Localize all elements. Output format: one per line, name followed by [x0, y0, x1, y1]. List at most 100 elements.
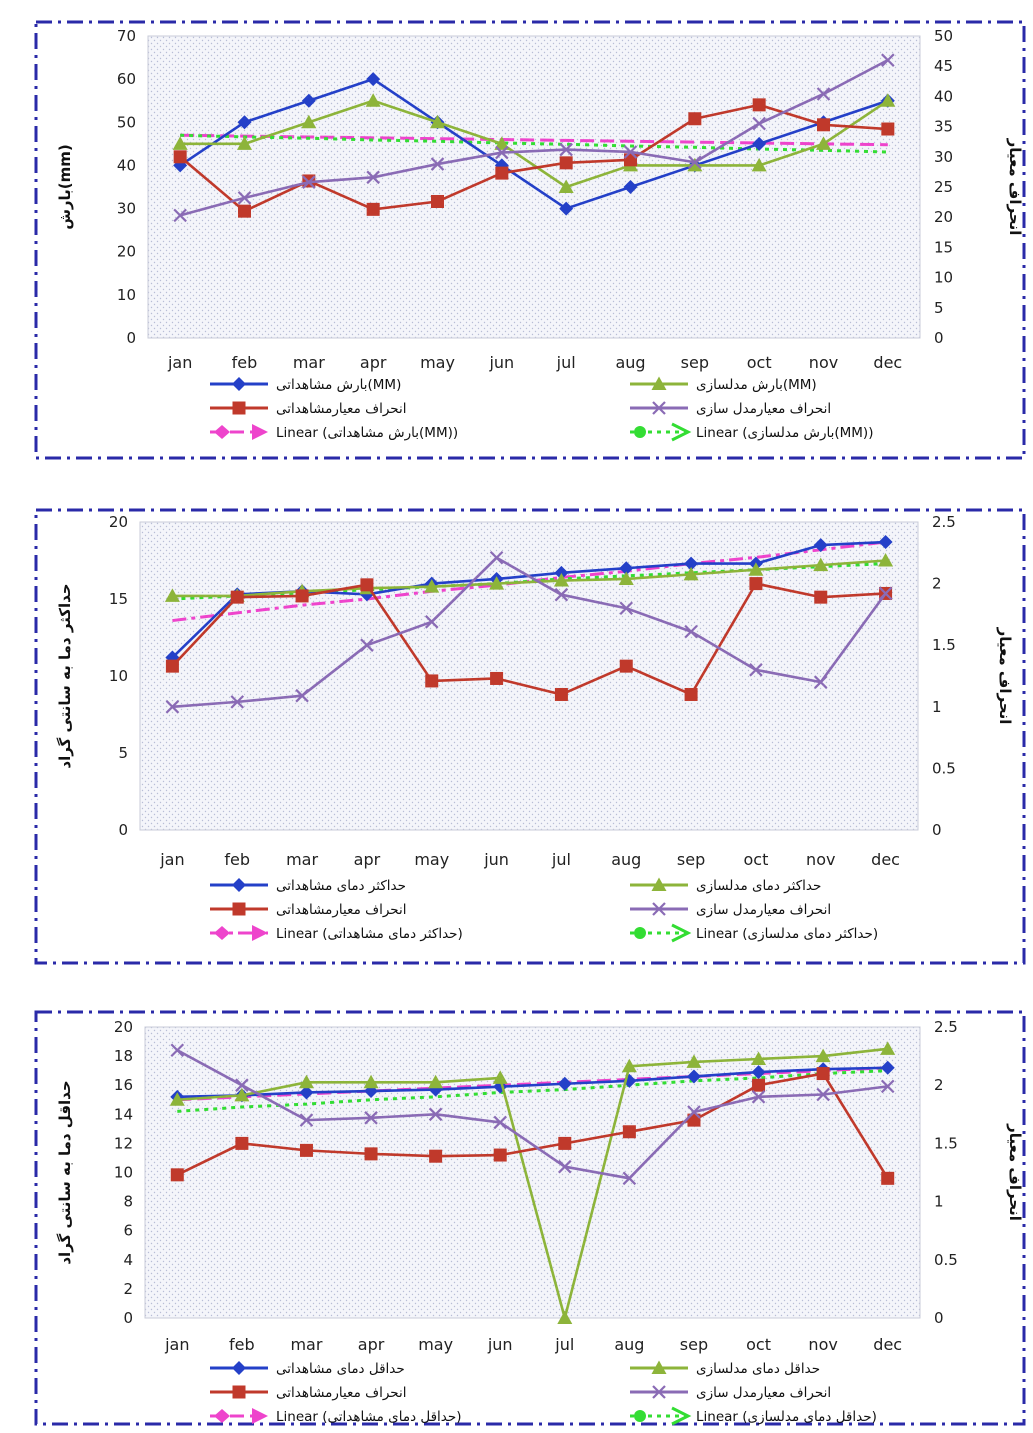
y2-axis-title: انحراف معیار: [1006, 1123, 1024, 1221]
data-point-std_obs: [366, 202, 380, 216]
legend-marker: [232, 878, 246, 892]
y2-tick-label: 45: [934, 57, 953, 75]
data-point-std_sim: [235, 1078, 249, 1092]
x-tick-label: nov: [808, 1335, 837, 1354]
y-tick-label: 10: [114, 1164, 133, 1182]
data-point-sim: [813, 557, 829, 572]
data-point-obs: [557, 1076, 572, 1091]
x-tick-label: mar: [293, 353, 325, 372]
x-tick-label: may: [418, 1335, 453, 1354]
legend-marker: [652, 1385, 666, 1399]
data-point-std_obs: [558, 1136, 572, 1150]
x-tick-label: oct: [746, 1335, 771, 1354]
data-point-std_obs: [170, 1168, 184, 1182]
data-point-obs: [299, 1085, 314, 1100]
legend-label: حداکثر دمای مشاهداتی: [276, 878, 406, 894]
y2-tick-label: 20: [934, 208, 953, 226]
data-point-std_obs: [429, 1149, 443, 1163]
legend-label: بارش مدلسازی(MM): [696, 377, 817, 393]
legend-marker: [252, 1408, 268, 1424]
y2-tick-label: 25: [934, 178, 953, 196]
legend-marker: [232, 1385, 246, 1399]
legend-label: انحراف معیارمشاهداتی: [276, 401, 407, 417]
x-tick-label: aug: [615, 353, 645, 372]
legend-marker: [252, 424, 268, 440]
x-tick-label: apr: [354, 850, 381, 869]
chart-panel-2: 0 5 10 15 20 0 0.5 1 1.5 2 2.5 jan feb mar apr may jun ju…: [34, 508, 1026, 965]
y2-axis-title: انحراف معیار: [1006, 138, 1024, 236]
x-tick-label: apr: [358, 1335, 385, 1354]
y-tick-label: 15: [109, 590, 128, 608]
data-point-sim: [878, 553, 894, 567]
y-tick-label: 14: [114, 1105, 133, 1123]
y2-tick-label: 2.5: [932, 513, 956, 531]
x-tick-label: jan: [164, 1335, 189, 1354]
data-point-std_sim: [688, 155, 702, 170]
legend-entry: انحراف معیارمدل سازی: [630, 401, 831, 417]
legend-label: حداقل دمای مشاهداتی: [276, 1361, 405, 1377]
data-point-sim: [815, 1048, 831, 1063]
y2-tick-label: 1: [932, 698, 942, 716]
data-point-std_obs: [235, 1136, 249, 1150]
y-tick-label: 4: [123, 1251, 133, 1269]
data-point-sim: [683, 566, 699, 581]
data-point-std_sim: [230, 695, 245, 709]
legend-entry: بارش مشاهداتی(MM): [210, 377, 401, 393]
x-tick-label: jan: [167, 353, 192, 372]
y2-tick-label: 0.5: [932, 759, 956, 777]
data-point-sim: [172, 136, 188, 150]
legend-marker: [651, 877, 667, 891]
data-point-std_obs: [817, 118, 830, 132]
legend-entry: Linear (حداکثر دمای مشاهداتی): [210, 925, 463, 942]
x-tick-label: feb: [232, 353, 258, 372]
data-point-obs: [366, 72, 381, 87]
y2-tick-label: 1.5: [932, 636, 956, 654]
y2-tick-label: 30: [934, 148, 953, 166]
data-point-std_obs: [881, 1171, 895, 1185]
data-point-obs: [880, 1060, 895, 1075]
x-tick-label: jun: [483, 850, 509, 869]
data-point-std_obs: [622, 1125, 636, 1139]
legend-label: انحراف معیارمشاهداتی: [276, 1385, 407, 1401]
data-point-sim: [686, 1054, 702, 1068]
y-axis-title: حداقل دما به سانتی گراد: [56, 1080, 74, 1264]
y-tick-label: 0: [123, 1309, 133, 1327]
legend-entry: حداقل دمای مدلسازی: [630, 1360, 820, 1377]
y-tick-label: 12: [114, 1134, 133, 1152]
series-line-trend_obs: [180, 133, 888, 147]
data-point-std_sim: [237, 191, 252, 205]
data-point-sim: [430, 114, 445, 129]
x-tick-label: apr: [360, 353, 387, 372]
data-point-std_obs: [814, 590, 828, 604]
y2-axis-title: انحراف معیار: [996, 627, 1014, 725]
data-point-sim: [489, 576, 505, 590]
data-point-obs: [751, 1065, 766, 1080]
x-tick-label: feb: [229, 1335, 255, 1354]
data-point-std_obs: [493, 1148, 507, 1162]
data-point-obs: [554, 565, 569, 580]
data-point-std_sim: [878, 586, 893, 601]
data-point-sim: [687, 157, 703, 172]
data-point-std_sim: [558, 1159, 572, 1174]
data-point-obs: [623, 180, 638, 194]
data-point-obs: [684, 556, 699, 571]
data-point-std_obs: [881, 122, 895, 136]
x-tick-label: nov: [806, 850, 835, 869]
legend-entry: حداقل دمای مشاهداتی: [210, 1361, 405, 1377]
data-point-std_obs: [230, 590, 244, 604]
y-tick-label: 20: [117, 243, 136, 261]
series-line-trend_sim: [180, 133, 888, 154]
data-point-std_sim: [687, 1105, 701, 1119]
y2-tick-label: 15: [934, 238, 953, 256]
legend-label: بارش مشاهداتی(MM): [276, 377, 401, 393]
data-point-sim: [751, 1051, 767, 1066]
series-line-sim: [180, 99, 889, 189]
legend-entry: انحراف معیارمشاهداتی: [210, 401, 407, 417]
data-point-std_obs: [431, 194, 444, 208]
data-point-std_sim: [559, 142, 573, 157]
y-tick-label: 20: [114, 1018, 133, 1036]
data-point-std_obs: [364, 1147, 378, 1161]
legend-marker: [232, 902, 246, 916]
x-tick-label: jun: [487, 1335, 513, 1354]
